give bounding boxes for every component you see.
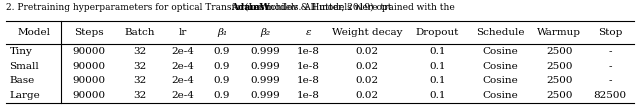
Text: Large: Large [10,91,40,100]
Text: 90000: 90000 [72,91,106,100]
Text: Steps: Steps [74,28,104,37]
Text: Schedule: Schedule [476,28,525,37]
Text: 0.02: 0.02 [355,62,379,71]
Text: 0.999: 0.999 [250,91,280,100]
Text: Warmup: Warmup [537,28,581,37]
Text: 82500: 82500 [593,91,627,100]
Text: Cosine: Cosine [483,47,518,56]
Text: Cosine: Cosine [483,76,518,85]
Text: Base: Base [10,76,35,85]
Text: Model: Model [17,28,51,37]
Text: 1e-8: 1e-8 [297,47,319,56]
Text: 0.9: 0.9 [214,62,230,71]
Text: 32: 32 [133,62,147,71]
Text: 90000: 90000 [72,76,106,85]
Text: 2e-4: 2e-4 [172,62,194,71]
Text: 2. Pretraining hyperparameters for optical Transformer models. All models were t: 2. Pretraining hyperparameters for optic… [6,3,458,12]
Text: Stop: Stop [598,28,622,37]
Text: 32: 32 [133,91,147,100]
Text: 0.02: 0.02 [355,47,379,56]
Text: 0.1: 0.1 [429,91,446,100]
Text: Cosine: Cosine [483,62,518,71]
Text: -: - [609,47,612,56]
Text: Small: Small [10,62,39,71]
Text: 1e-8: 1e-8 [297,91,319,100]
Text: 2e-4: 2e-4 [172,91,194,100]
Text: 2500: 2500 [546,62,572,71]
Text: 2500: 2500 [546,47,572,56]
Text: 1e-8: 1e-8 [297,76,319,85]
Text: Cosine: Cosine [483,91,518,100]
Text: 2e-4: 2e-4 [172,47,194,56]
Text: 0.02: 0.02 [355,91,379,100]
Text: Batch: Batch [124,28,155,37]
Text: -: - [609,76,612,85]
Text: 2500: 2500 [546,91,572,100]
Text: 32: 32 [133,76,147,85]
Text: 32: 32 [133,47,147,56]
Text: 0.999: 0.999 [250,62,280,71]
Text: 0.9: 0.9 [214,76,230,85]
Text: 90000: 90000 [72,47,106,56]
Text: 0.02: 0.02 [355,76,379,85]
Text: β₁: β₁ [217,28,227,37]
Text: lr: lr [179,28,187,37]
Text: 0.999: 0.999 [250,76,280,85]
Text: 1e-8: 1e-8 [297,62,319,71]
Text: 0.1: 0.1 [429,76,446,85]
Text: AdamW: AdamW [230,3,269,12]
Text: 90000: 90000 [72,62,106,71]
Text: 0.1: 0.1 [429,62,446,71]
Text: -: - [609,62,612,71]
Text: 0.9: 0.9 [214,47,230,56]
Text: 2500: 2500 [546,76,572,85]
Text: 0.1: 0.1 [429,47,446,56]
Text: 2e-4: 2e-4 [172,76,194,85]
Text: Dropout: Dropout [416,28,460,37]
Text: (Loshchilov & Hutter, 2019) opt: (Loshchilov & Hutter, 2019) opt [243,3,392,12]
Text: Weight decay: Weight decay [332,28,403,37]
Text: Tiny: Tiny [10,47,33,56]
Text: ε: ε [305,28,311,37]
Text: β₂: β₂ [260,28,270,37]
Text: 0.999: 0.999 [250,47,280,56]
Text: 0.9: 0.9 [214,91,230,100]
